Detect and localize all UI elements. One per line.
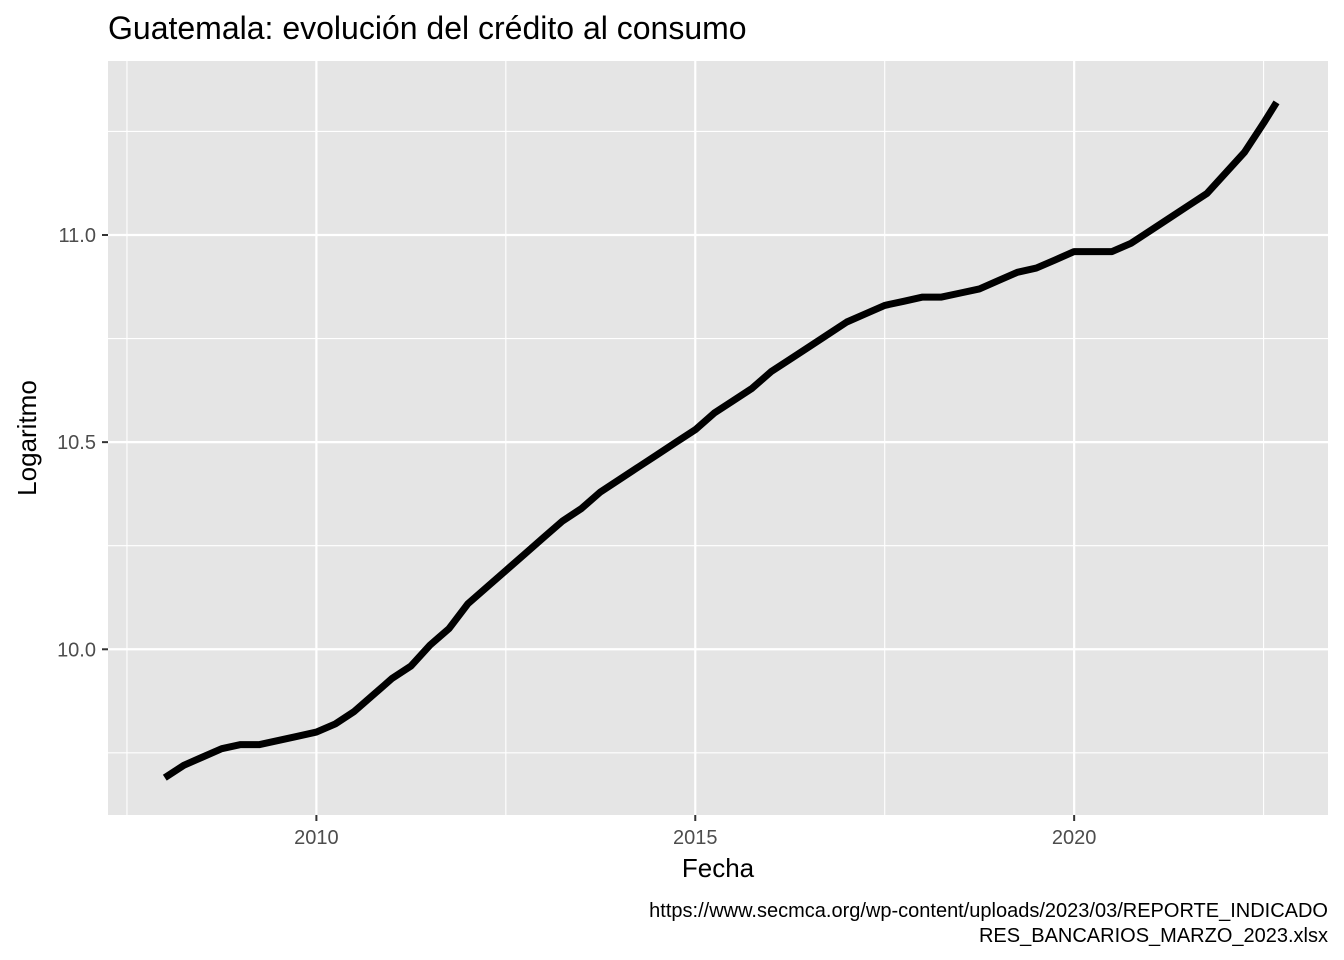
- plot-panel: [108, 61, 1328, 815]
- caption-line-2: RES_BANCARIOS_MARZO_2023.xlsx: [979, 925, 1328, 947]
- y-tick-label: 10.0: [57, 639, 96, 661]
- x-axis: 2010 2015 2020: [294, 815, 1096, 849]
- x-tick-label: 2020: [1052, 827, 1097, 849]
- y-axis-title: Logaritmo: [12, 380, 42, 496]
- y-tick-label: 10.5: [57, 432, 96, 454]
- chart-title: Guatemala: evolución del crédito al cons…: [108, 10, 747, 46]
- caption-line-1: https://www.secmca.org/wp-content/upload…: [649, 900, 1328, 922]
- major-gridlines: [108, 61, 1328, 815]
- x-tick-label: 2010: [294, 827, 339, 849]
- x-tick-label: 2015: [673, 827, 718, 849]
- series-layer: [162, 100, 1280, 781]
- x-axis-title: Fecha: [682, 853, 755, 883]
- y-axis: 10.0 10.5 11.0: [57, 225, 108, 661]
- minor-gridlines: [108, 61, 1328, 815]
- series-line: [162, 100, 1280, 781]
- y-tick-label: 11.0: [59, 225, 96, 247]
